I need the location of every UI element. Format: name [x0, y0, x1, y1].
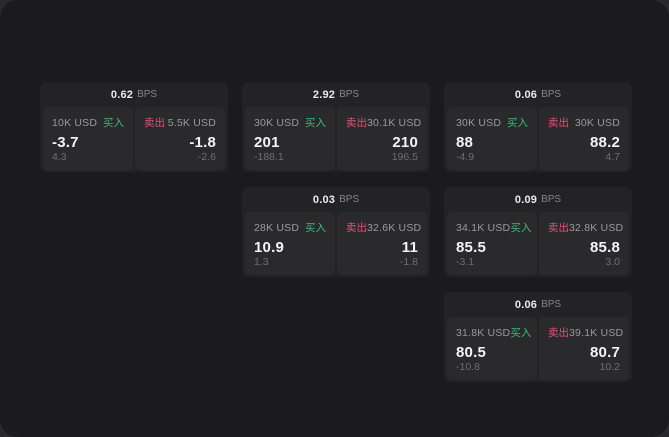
buy-price: 10.9 [254, 239, 284, 256]
sell-sub-value: -1.8 [399, 256, 418, 268]
buy-price: 201 [254, 134, 280, 151]
sell-label: 卖出 [346, 117, 367, 129]
sell-amount: 32.8K USD [569, 222, 624, 234]
spread-header: 0.09 BPS [444, 187, 632, 212]
sell-sub-value: 3.0 [605, 256, 620, 268]
spread-value: 0.09 [514, 193, 538, 206]
buy-sub-value: -10.8 [456, 361, 480, 373]
quote-body: 10K USD 买入 -3.7 4.3 卖出 5.5K USD -1.8 -2.… [40, 107, 228, 172]
sell-amount: 39.1K USD [569, 327, 624, 339]
sell-tile[interactable]: 卖出 30.1K USD 210 196.5 [337, 107, 427, 170]
spread-header: 0.06 BPS [444, 292, 632, 317]
quote-card: 0.62 BPS 10K USD 买入 -3.7 4.3 卖出 5.5K USD [40, 82, 228, 172]
buy-tile[interactable]: 31.8K USD 买入 80.5 -10.8 [447, 317, 537, 380]
sell-label: 卖出 [548, 327, 569, 339]
buy-amount: 10K USD [52, 117, 98, 129]
sell-price: 11 [401, 239, 418, 256]
buy-price: 80.5 [456, 344, 486, 361]
sell-amount: 5.5K USD [167, 117, 216, 129]
sell-label: 卖出 [548, 222, 569, 234]
quote-card: 0.06 BPS 30K USD 买入 88 -4.9 卖出 30K USD [444, 82, 632, 172]
spread-unit: BPS [137, 89, 158, 100]
sell-amount: 30K USD [574, 117, 620, 129]
sell-tile[interactable]: 卖出 32.6K USD 11 -1.8 [337, 212, 427, 275]
buy-amount: 31.8K USD [456, 327, 511, 339]
buy-sub-value: 4.3 [52, 151, 67, 163]
sell-tile[interactable]: 卖出 5.5K USD -1.8 -2.6 [135, 107, 225, 170]
quote-card: 0.03 BPS 28K USD 买入 10.9 1.3 卖出 32.6K US… [242, 187, 430, 277]
quote-card: 0.06 BPS 31.8K USD 买入 80.5 -10.8 卖出 39.1… [444, 292, 632, 382]
buy-sub-value: -188.1 [254, 151, 284, 163]
sell-price: -1.8 [189, 134, 216, 151]
buy-label: 买入 [305, 117, 326, 129]
sell-price: 85.8 [590, 239, 620, 256]
quote-body: 30K USD 买入 88 -4.9 卖出 30K USD 88.2 4.7 [444, 107, 632, 172]
buy-tile[interactable]: 30K USD 买入 88 -4.9 [447, 107, 537, 170]
sell-label: 卖出 [144, 117, 165, 129]
sell-tile[interactable]: 卖出 39.1K USD 80.7 10.2 [539, 317, 629, 380]
spread-unit: BPS [541, 89, 562, 100]
quote-body: 34.1K USD 买入 85.5 -3.1 卖出 32.8K USD 85.8… [444, 212, 632, 277]
sell-price: 80.7 [590, 344, 620, 361]
buy-tile[interactable]: 34.1K USD 买入 85.5 -3.1 [447, 212, 537, 275]
buy-tile[interactable]: 30K USD 买入 201 -188.1 [245, 107, 335, 170]
sell-price: 210 [392, 134, 418, 151]
quote-tiles-grid: 0.62 BPS 10K USD 买入 -3.7 4.3 卖出 5.5K USD [40, 82, 632, 382]
buy-amount: 34.1K USD [456, 222, 511, 234]
buy-amount: 30K USD [254, 117, 300, 129]
quote-card: 0.09 BPS 34.1K USD 买入 85.5 -3.1 卖出 32.8K… [444, 187, 632, 277]
sell-label: 卖出 [548, 117, 569, 129]
quote-card: 2.92 BPS 30K USD 买入 201 -188.1 卖出 30.1K … [242, 82, 430, 172]
sell-sub-value: 10.2 [599, 361, 620, 373]
sell-sub-value: 4.7 [605, 151, 620, 163]
sell-tile[interactable]: 卖出 30K USD 88.2 4.7 [539, 107, 629, 170]
buy-amount: 28K USD [254, 222, 300, 234]
buy-label: 买入 [510, 222, 532, 234]
buy-tile[interactable]: 28K USD 买入 10.9 1.3 [245, 212, 335, 275]
buy-label: 买入 [507, 117, 528, 129]
spread-value: 2.92 [312, 88, 336, 101]
sell-label: 卖出 [346, 222, 367, 234]
buy-amount: 30K USD [456, 117, 502, 129]
buy-label: 买入 [103, 117, 124, 129]
buy-price: 85.5 [456, 239, 486, 256]
buy-sub-value: 1.3 [254, 256, 269, 268]
quote-body: 31.8K USD 买入 80.5 -10.8 卖出 39.1K USD 80.… [444, 317, 632, 382]
buy-label: 买入 [510, 327, 532, 339]
sell-tile[interactable]: 卖出 32.8K USD 85.8 3.0 [539, 212, 629, 275]
buy-sub-value: -3.1 [456, 256, 475, 268]
spread-unit: BPS [339, 89, 360, 100]
sell-sub-value: -2.6 [197, 151, 216, 163]
spread-header: 0.62 BPS [40, 82, 228, 107]
quote-body: 28K USD 买入 10.9 1.3 卖出 32.6K USD 11 -1.8 [242, 212, 430, 277]
sell-price: 88.2 [590, 134, 620, 151]
spread-header: 0.06 BPS [444, 82, 632, 107]
quote-body: 30K USD 买入 201 -188.1 卖出 30.1K USD 210 1… [242, 107, 430, 172]
buy-price: 88 [456, 134, 474, 151]
sell-amount: 30.1K USD [367, 117, 422, 129]
buy-label: 买入 [305, 222, 326, 234]
buy-sub-value: -4.9 [456, 151, 475, 163]
spread-unit: BPS [339, 194, 360, 205]
spread-value: 0.06 [514, 298, 538, 311]
spread-value: 0.03 [312, 193, 336, 206]
spread-header: 0.03 BPS [242, 187, 430, 212]
buy-price: -3.7 [52, 134, 79, 151]
spread-unit: BPS [541, 194, 562, 205]
buy-tile[interactable]: 10K USD 买入 -3.7 4.3 [43, 107, 133, 170]
spread-unit: BPS [541, 299, 562, 310]
sell-amount: 32.6K USD [367, 222, 422, 234]
sell-sub-value: 196.5 [391, 151, 418, 163]
spread-header: 2.92 BPS [242, 82, 430, 107]
spread-value: 0.62 [110, 88, 134, 101]
spread-value: 0.06 [514, 88, 538, 101]
